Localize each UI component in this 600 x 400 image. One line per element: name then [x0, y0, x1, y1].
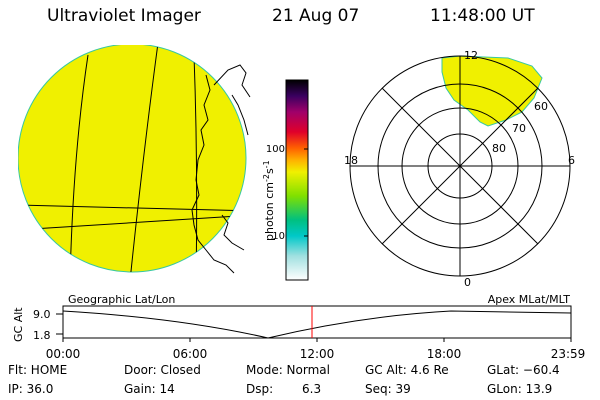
polar-plot: 12 18 6 0 60 70 80 [344, 49, 575, 288]
glon-status: GLon: 13.9 [487, 382, 553, 396]
geographic-image-panel [18, 45, 251, 274]
timeline-xtick-0000: 00:00 [46, 347, 81, 361]
timeline-right-title: Apex MLat/MLT [488, 293, 571, 306]
timeline-y-label: GC Alt [12, 307, 25, 342]
colorbar-tick-10: 10 [272, 231, 285, 242]
colorbar: 100 10 photon cm-2s-1 [262, 79, 309, 281]
time-label: 11:48:00 UT [430, 6, 535, 26]
date-label: 21 Aug 07 [272, 6, 360, 26]
seq-status: Seq: 39 [365, 382, 411, 396]
mode-status: Mode: Normal [246, 363, 330, 377]
ip-status: IP: 36.0 [8, 382, 54, 396]
mlt-label-18: 18 [344, 154, 358, 167]
timeline-xtick-1200: 12:00 [300, 347, 335, 361]
lat-label-80: 80 [492, 142, 506, 155]
timeline-frame [62, 305, 572, 339]
gain-status: Gain: 14 [124, 382, 175, 396]
mlt-label-6: 6 [568, 154, 575, 167]
altitude-timeline: Geographic Lat/Lon Apex MLat/MLT GC Alt … [12, 293, 586, 361]
flt-status: Flt: HOME [8, 363, 68, 377]
dsp-value: 6.3 [302, 382, 322, 396]
lat-label-70: 70 [512, 122, 526, 135]
lat-label-60: 60 [534, 100, 548, 113]
timeline-xtick-2359: 23:59 [551, 347, 586, 361]
polar-grid [349, 55, 571, 277]
mlt-label-12: 12 [464, 49, 478, 62]
timeline-xtick-1800: 18:00 [427, 347, 462, 361]
timeline-left-title: Geographic Lat/Lon [68, 293, 175, 306]
altitude-curve [62, 310, 572, 339]
lat-lon-grid [18, 45, 246, 272]
timeline-xtick-0600: 06:00 [173, 347, 208, 361]
glat-status: GLat: −60.4 [487, 363, 560, 377]
colorbar-tick-100: 100 [266, 144, 285, 155]
header: Ultraviolet Imager 21 Aug 07 11:48:00 UT [0, 6, 600, 30]
mlt-label-0: 0 [464, 276, 471, 288]
earth-disk [18, 45, 247, 273]
timeline-ytick-9: 9.0 [33, 308, 51, 321]
timeline-ytick-1: 1.8 [33, 329, 51, 342]
dsp-label: Dsp: [246, 382, 274, 396]
colorbar-label: photon cm-2s-1 [262, 160, 276, 241]
door-status: Door: Closed [124, 363, 201, 377]
gc-alt-status: GC Alt: 4.6 Re [365, 363, 449, 377]
coastline [191, 64, 251, 274]
status-info: Flt: HOME Door: Closed Mode: Normal GC A… [0, 363, 600, 399]
instrument-title: Ultraviolet Imager [47, 6, 201, 26]
